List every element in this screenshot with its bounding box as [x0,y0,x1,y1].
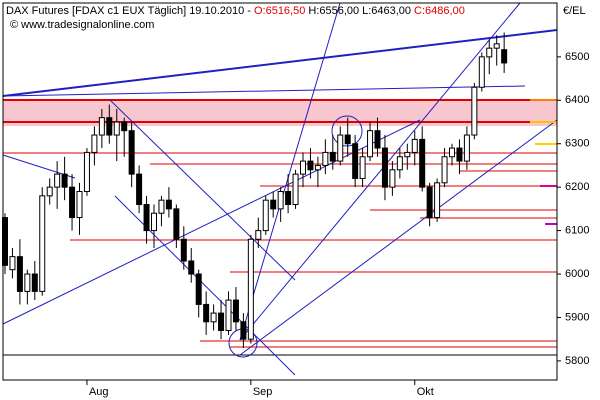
x-tick-label: Sep [253,386,273,398]
candle-body [434,182,441,219]
title-text: DAX Futures [FDAX c1 EUX Täglich] 19.10.… [6,5,251,17]
candle-body [225,299,232,331]
y-tick-label: 5900 [565,311,589,323]
copyright: © www.tradesignalonline.com [10,19,154,31]
candle-body [329,151,336,162]
candle-body [255,230,262,240]
candle-body [158,199,165,214]
candle-body [374,130,381,149]
candle-body [352,143,359,179]
y-axis-label: €/EL [563,5,586,17]
plot-frame [2,2,558,381]
candle-body [218,312,225,331]
candle-body [337,134,344,162]
y-tick-label: 6500 [565,51,589,63]
candle-body [46,186,53,197]
plot [2,32,508,348]
candle-body [449,147,455,158]
candle-body [98,117,105,136]
candle-body [83,151,90,193]
y-tick-label: 6300 [565,138,589,150]
support-lines [3,99,557,348]
annotations [2,2,558,376]
candle-body [39,195,46,292]
candle-body [486,47,493,58]
candle-body [285,191,292,206]
candle-body [300,160,306,175]
candle-body [277,191,284,210]
y-tick-label: 6200 [565,181,589,193]
candle-body [307,160,314,171]
candle-body [180,238,187,262]
candle-body [165,199,172,210]
y-tick-label: 6000 [565,268,589,280]
candle-body [344,134,351,145]
candle-body [106,117,113,136]
y-tick-label: 5800 [565,355,589,367]
x-tick-label: Okt [417,386,434,398]
candle-body [136,173,143,206]
right-markers [530,99,557,225]
candle-body [367,130,374,158]
candle-body [314,164,321,171]
candle-body [91,134,98,153]
candle-body [121,121,128,132]
candle-body [143,204,150,232]
candle-body [478,56,485,88]
candle-body [173,208,180,240]
candle-body [210,312,217,323]
candle-body [270,199,277,210]
candle-body [128,130,135,175]
candle-body [195,273,202,305]
ohlc-label: L:6463,00 [362,5,411,17]
candle-body [247,238,254,340]
candle-body [426,186,433,219]
candle-body [54,173,61,188]
chart-title: DAX Futures [FDAX c1 EUX Täglich] 19.10.… [6,5,465,17]
candle-body [389,169,396,188]
candle-body [262,199,269,232]
y-tick-label: 6100 [565,224,589,236]
x-tick-label: Aug [89,386,109,398]
candle-body [463,134,470,162]
candle-body [359,156,366,179]
candle-body [24,273,31,292]
candle-body [381,147,388,188]
candle-body [493,43,500,49]
candle-body [471,86,478,136]
candle-body [203,303,210,323]
candle-body [151,212,157,232]
candle-body [419,138,426,188]
candle-body [69,186,76,219]
ohlc-label: C:6486,00 [414,5,465,17]
candle-body [76,191,83,219]
candle-body [292,173,299,206]
candle-body [322,151,329,166]
ohlc-label: H:6556,00 [308,5,359,17]
y-tick-label: 6400 [565,94,589,106]
candle-body [441,156,448,184]
candle-body [31,273,38,292]
candle-body [240,321,247,340]
ohlc-label: O:6516,50 [254,5,305,17]
candle-body [396,156,403,171]
candle-body [501,49,508,64]
candle-body [61,173,68,188]
candle-body [16,256,23,292]
candle-body [456,147,463,162]
candle-body [232,299,239,323]
candle-body [404,151,411,158]
candle-body [113,121,120,136]
candle-body [188,260,195,275]
candle-body [411,138,418,153]
candle-body [9,256,16,271]
